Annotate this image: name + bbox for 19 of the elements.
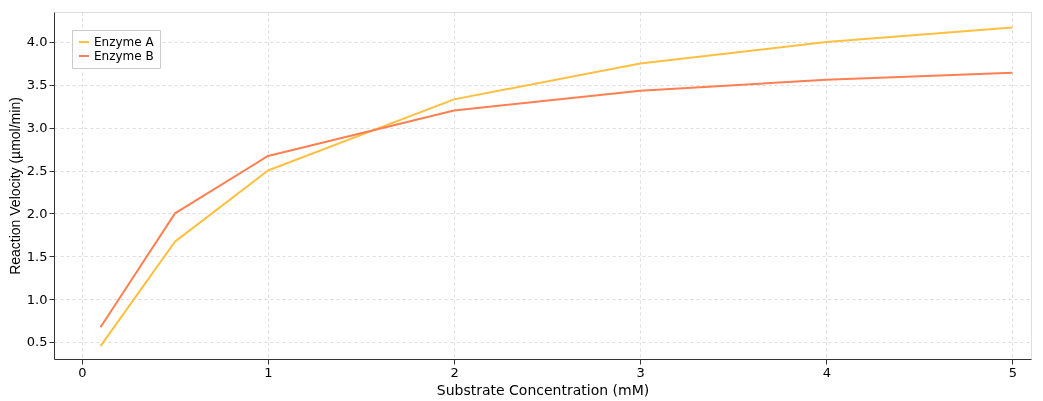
- y-tick-label: 2.5: [26, 163, 48, 179]
- legend-label: Enzyme A: [94, 35, 155, 49]
- x-axis-title: Substrate Concentration (mM): [436, 381, 650, 398]
- y-axis-title: Reaction Velocity (µmol/min): [6, 97, 23, 275]
- x-tick-label: 1: [264, 364, 273, 380]
- y-tick-label: 1.0: [26, 291, 48, 307]
- y-tick-label: 4.0: [26, 34, 48, 50]
- x-tick-label: 2: [450, 364, 459, 380]
- y-tick-label: 3.0: [26, 120, 48, 136]
- y-tick-label: 2.0: [26, 205, 48, 221]
- x-tick-label: 5: [1008, 364, 1018, 380]
- y-tick-label: 3.5: [26, 77, 48, 93]
- y-tick-label: 1.5: [26, 248, 48, 264]
- y-tick-label: 0.5: [26, 334, 48, 350]
- x-tick-label: 3: [636, 364, 645, 380]
- line-series: [99, 71, 1014, 329]
- legend-label: Enzyme B: [94, 49, 154, 63]
- x-tick-label: 4: [822, 364, 831, 380]
- x-tick-label: 0: [78, 364, 87, 380]
